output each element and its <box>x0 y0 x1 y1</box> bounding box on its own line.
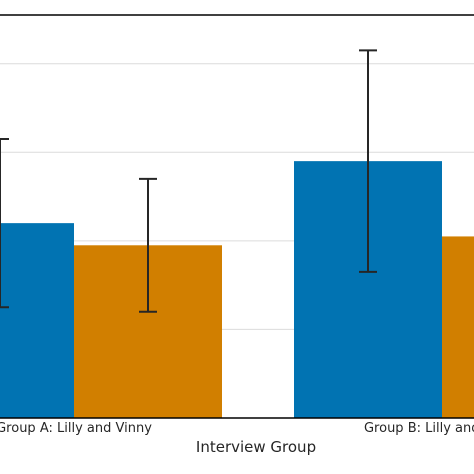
bar <box>442 236 474 418</box>
error-bar <box>359 49 377 273</box>
x-tick-label: Group B: Lilly and Vinny <box>364 421 474 436</box>
x-axis-title: Interview Group <box>196 438 316 456</box>
error-bars <box>0 49 377 313</box>
error-bar <box>139 177 157 313</box>
bars <box>0 161 474 418</box>
x-tick-label: Group A: Lilly and Vinny <box>0 421 152 436</box>
bar <box>0 223 74 418</box>
error-bar <box>0 138 9 309</box>
axes <box>0 14 474 419</box>
